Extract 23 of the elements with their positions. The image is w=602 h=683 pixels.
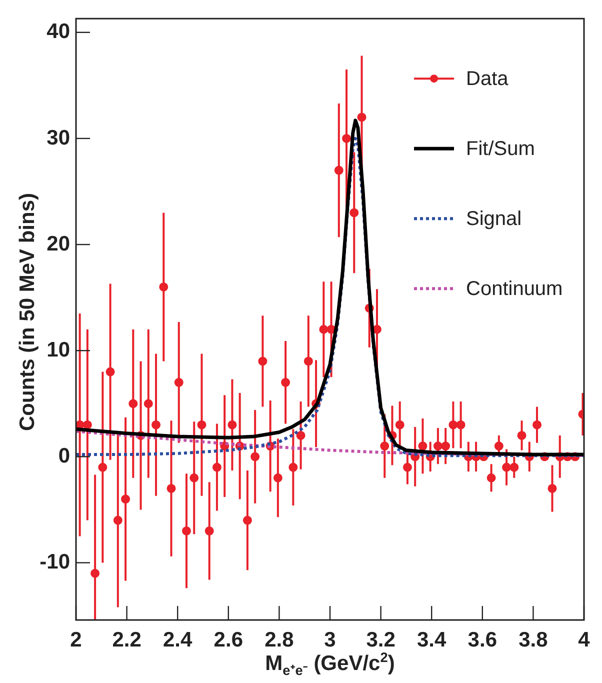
x-tick-label: 2.6 [214,628,243,652]
y-tick-label: 0 [58,444,70,468]
y-tick-label: -10 [40,550,70,574]
legend-label: Fit/Sum [466,138,535,160]
x-tick-label: 2.2 [112,628,142,652]
legend-label: Signal [466,208,522,230]
x-tick-label: 3.8 [518,628,548,652]
x-tick-label: 4 [578,628,590,652]
y-tick-label: 40 [46,20,70,44]
x-axis-title: M$_{e⁺e⁻}$ (GeV/c$^{2}$) [264,650,396,680]
y-tick-label: 20 [46,232,70,256]
x-tick-label: 2.4 [163,628,193,652]
x-tick-label: 3 [324,628,336,652]
legend-label: Data [466,68,510,90]
legend-label: Continuum [466,278,563,300]
x-tick-label: 3.4 [417,628,447,652]
y-tick-label: 10 [46,338,70,362]
x-tick-label: 3.6 [468,628,497,652]
x-tick-label: 2 [70,628,82,652]
x-tick-label: 3.2 [366,628,396,652]
y-tick-label: 30 [46,126,70,150]
y-axis-title: Counts (in 50 MeV bins) [16,192,40,432]
x-tick-label: 2.8 [264,628,294,652]
